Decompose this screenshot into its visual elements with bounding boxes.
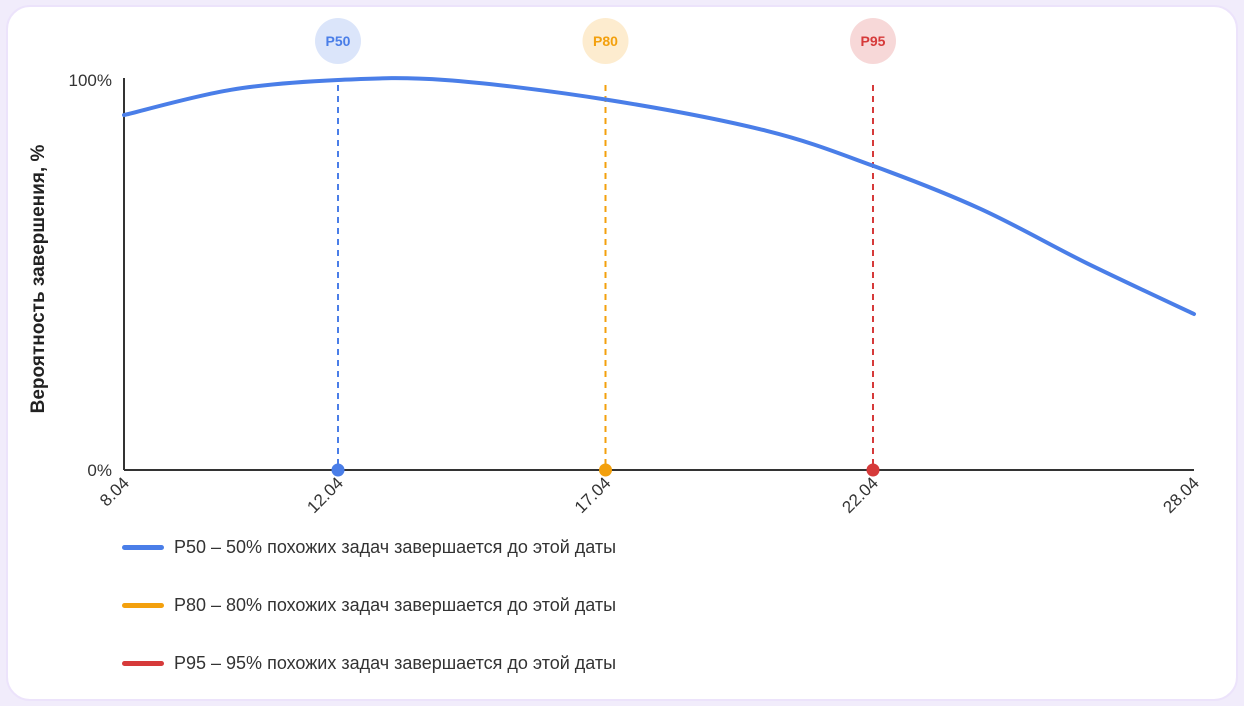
legend-swatch-p50 xyxy=(122,544,164,550)
marker-dot-p95 xyxy=(866,463,880,477)
legend-item-p50: P50 – 50% похожих задач завершается до э… xyxy=(122,535,616,559)
marker-bubble-p95 xyxy=(850,18,896,64)
marker-dot-p80 xyxy=(599,463,612,477)
legend-swatch-p80 xyxy=(122,602,164,608)
marker-bubble-p80 xyxy=(582,18,629,64)
x-tick-label-28-04: 28.04 xyxy=(1159,473,1203,517)
legend-swatch-p95 xyxy=(122,660,164,666)
x-tick-label-17-04: 17.04 xyxy=(571,473,615,517)
marker-dot-p50 xyxy=(331,463,345,477)
marker-bubble-label-p95: P95 xyxy=(861,33,886,49)
x-tick-label-22-04: 22.04 xyxy=(838,473,882,517)
legend-label-p80: P80 – 80% похожих задач завершается до э… xyxy=(174,594,617,615)
legend-label-p95: P95 – 95% похожих задач завершается до э… xyxy=(174,652,617,673)
legend-item-p95: P95 – 95% похожих задач завершается до э… xyxy=(122,651,616,675)
marker-bubble-label-p80: P80 xyxy=(593,33,618,49)
legend-label-p50: P50 – 50% похожих задач завершается до э… xyxy=(174,536,617,557)
chart-card: 100% 0% P50 P80 P95 8.04 12.04 17.04 22.04 28.04 … xyxy=(6,5,1238,701)
y-axis-label: Вероятность завершения, % xyxy=(28,144,49,414)
y-tick-label-100: 100% xyxy=(69,71,112,90)
marker-bubble-p50 xyxy=(315,18,361,64)
chart-legend: P50 – 50% похожих задач завершается до э… xyxy=(122,535,616,699)
marker-bubble-label-p50: P50 xyxy=(326,33,351,49)
x-tick-label-12-04: 12.04 xyxy=(303,473,347,517)
legend-item-p80: P80 – 80% похожих задач завершается до э… xyxy=(122,593,616,617)
y-tick-label-0: 0% xyxy=(87,461,112,480)
probability-curve xyxy=(122,76,1196,316)
